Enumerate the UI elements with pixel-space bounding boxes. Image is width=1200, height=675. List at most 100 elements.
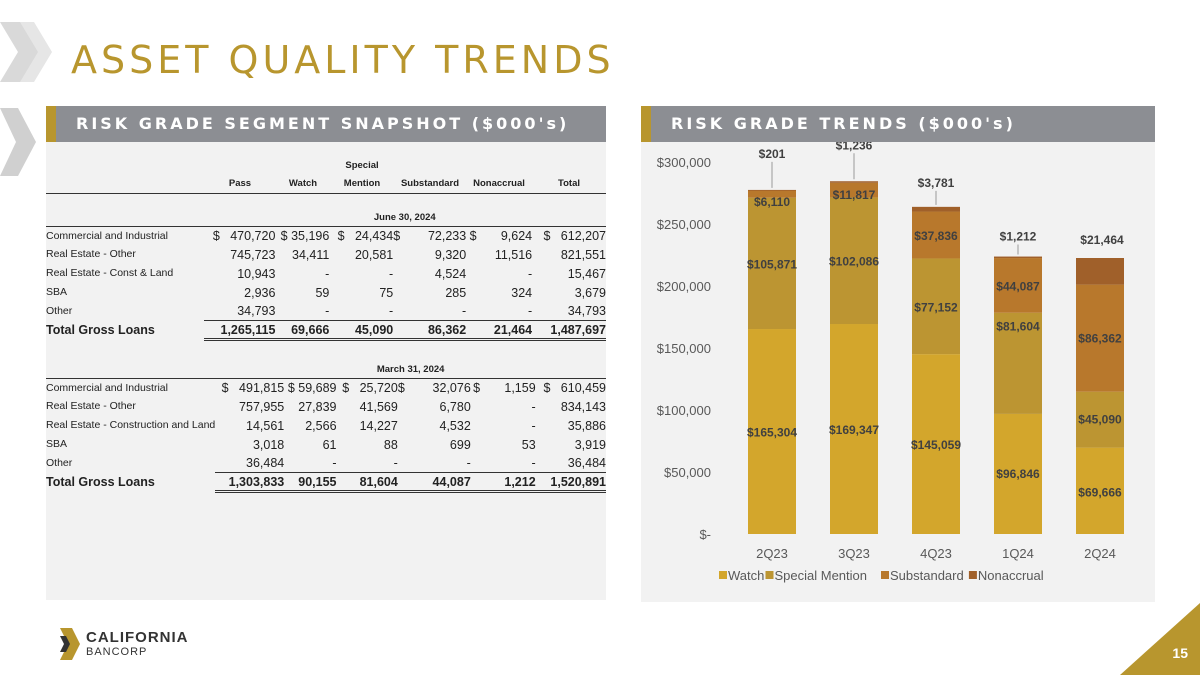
data-label: $77,152: [914, 300, 958, 314]
table-cell: 4,524: [434, 266, 467, 281]
period-label: June 30, 2024: [373, 211, 436, 223]
table-cell: 61: [322, 437, 337, 452]
legend-swatch: [881, 571, 889, 579]
page-title: ASSET QUALITY TRENDS: [71, 38, 615, 82]
table-row: Real Estate - Const & Land 10,943 - - 4,524 -…: [46, 264, 606, 283]
table-cell: 34,793: [567, 304, 606, 319]
right-panel-header: RISK GRADE TRENDS ($000's): [641, 106, 1155, 142]
data-label: $145,059: [911, 438, 961, 452]
bar-segment: [912, 211, 960, 259]
table-cell: 757,955: [239, 399, 285, 414]
bar-segment: [994, 258, 1042, 313]
bar-segment: [1076, 257, 1124, 285]
row-label: SBA: [46, 438, 68, 451]
legend-label: Special Mention: [775, 568, 868, 583]
table-cell: 11,516: [494, 247, 533, 262]
table-cell: 3,018: [252, 437, 285, 452]
table-cell: 35,886: [567, 418, 606, 433]
table-cell: 745,723: [230, 247, 276, 262]
x-tick-label: 3Q23: [838, 546, 870, 561]
table-cell: 1,265,115: [203, 320, 276, 342]
logo-subname: BANCORP: [86, 646, 148, 658]
y-tick-label: $50,000: [664, 465, 711, 480]
data-label: $1,212: [1000, 230, 1037, 244]
table-cell: 834,143: [560, 399, 606, 414]
table-cell: 36,484: [567, 456, 606, 471]
table-cell: -: [531, 456, 536, 471]
data-label: $105,871: [747, 257, 797, 271]
period-table: June 30, 2024 Commercial and Industrial $ …: [46, 208, 606, 342]
bar-segment: [748, 197, 796, 330]
period-label: March 31, 2024: [376, 363, 445, 375]
y-tick-label: $300,000: [657, 155, 711, 170]
table-cell: -: [466, 456, 471, 471]
data-label: $6,110: [754, 195, 790, 209]
table-cell: 86,362: [393, 320, 467, 342]
y-tick-label: $100,000: [657, 403, 711, 418]
table-cell: 821,551: [560, 247, 606, 262]
row-label: Real Estate - Other: [46, 400, 136, 413]
table-cell: -: [527, 304, 533, 319]
table-cell: 34,411: [292, 247, 330, 262]
table-cell: 6,780: [439, 399, 471, 414]
legend-swatch: [968, 571, 977, 579]
col-header-mention: Mention: [343, 178, 381, 190]
data-label: $96,846: [996, 467, 1040, 481]
table-cell: -: [531, 418, 536, 433]
table-cell: -: [531, 399, 536, 414]
row-label: Commercial and Industrial: [46, 381, 168, 394]
table-cell: 41,569: [359, 399, 398, 414]
table-cell: $ 1,159: [473, 381, 536, 396]
table-cell: 36,484: [246, 456, 285, 471]
data-label: $37,836: [914, 229, 958, 243]
table-row: Real Estate - Other 757,955 27,839 41,569 6,…: [46, 398, 606, 417]
table-cell: 3,919: [574, 437, 606, 452]
table-cell: $ 610,459: [543, 381, 606, 396]
bar-segment: [830, 181, 878, 183]
data-label: $201: [759, 147, 786, 161]
bar-segment: [994, 413, 1042, 534]
table-row: SBA 2,936 59 75 285 324 3,679: [46, 283, 606, 302]
data-label: $21,464: [1080, 233, 1124, 247]
table-cell: $ 612,207: [543, 229, 606, 244]
data-label: $81,604: [996, 320, 1040, 334]
total-row: Total Gross Loans 1,303,833 90,155 81,604 44…: [46, 472, 606, 494]
row-label: Real Estate - Other: [46, 248, 136, 261]
bar-segment: [1076, 284, 1124, 392]
col-header-pass: Pass: [228, 178, 252, 190]
data-label: $165,304: [747, 426, 797, 440]
data-label: $1,236: [836, 142, 873, 152]
bar-segment: [912, 206, 960, 212]
page-number-corner: [1120, 603, 1200, 675]
row-label: Real Estate - Const & Land: [46, 267, 174, 280]
bar-segment: [830, 197, 878, 325]
legend-swatch: [719, 571, 727, 579]
data-label: $45,090: [1078, 413, 1122, 427]
table-cell: 21,464: [466, 320, 533, 342]
left-panel-title: RISK GRADE SEGMENT SNAPSHOT ($000's): [76, 114, 570, 133]
california-bancorp-logo-icon: [60, 628, 80, 660]
table-cell: -: [389, 266, 394, 281]
col-header-watch: Watch: [288, 178, 318, 190]
col-header-substandard: Substandard: [400, 178, 460, 190]
col-header-nonaccrual: Nonaccrual: [473, 178, 525, 190]
table-cell: 4,532: [439, 418, 471, 433]
table-cell: $ 470,720: [212, 229, 276, 244]
table-cell: 81,604: [336, 472, 398, 494]
data-label: $44,087: [996, 279, 1040, 293]
bar-segment: [830, 182, 878, 198]
table-cell: 15,467: [567, 266, 606, 281]
table-cell: 324: [511, 285, 533, 300]
table-cell: $ 25,720: [342, 381, 398, 396]
table-cell: -: [527, 266, 533, 281]
bar-segment: [748, 189, 796, 191]
legend-swatch: [765, 571, 774, 579]
table-cell: 1,212: [470, 472, 536, 494]
bar-segment: [748, 190, 796, 198]
table-cell: $ 32,076: [397, 381, 471, 396]
table-row: Other 34,793 - - - - 34,793: [46, 302, 606, 321]
left-panel-header: RISK GRADE SEGMENT SNAPSHOT ($000's): [46, 106, 606, 142]
table-cell: 45,090: [329, 320, 394, 342]
table-cell: 75: [379, 285, 394, 300]
